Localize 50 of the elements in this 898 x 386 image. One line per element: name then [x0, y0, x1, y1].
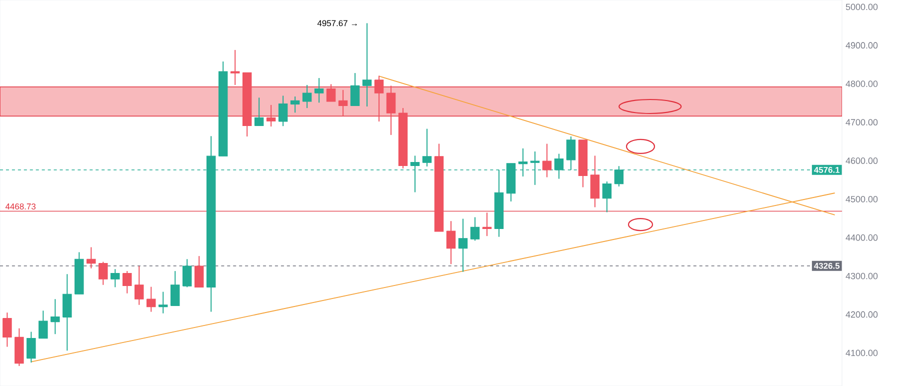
candlestick [230, 49, 240, 86]
y-tick-label: 4700.00 [846, 119, 878, 126]
ref-line-label: 4326.5 [814, 262, 840, 269]
annotation: 4957.67 → [317, 20, 357, 26]
candlestick [350, 72, 360, 106]
y-tick-label: 4600.00 [846, 158, 878, 164]
candlestick [38, 310, 48, 339]
candlestick [338, 89, 348, 117]
candlestick [26, 331, 36, 364]
candlestick [374, 75, 384, 122]
candlestick [326, 84, 336, 102]
candlestick [122, 270, 132, 294]
candlestick [86, 246, 96, 269]
candlestick [470, 216, 480, 242]
y-tick-label: 4400.00 [846, 234, 878, 241]
y-tick-label: 4900.00 [846, 42, 878, 49]
y-tick-label: 4800.00 [846, 80, 878, 87]
candlestick [542, 143, 552, 178]
candlestick [386, 85, 396, 136]
y-tick-label: 4300.00 [846, 272, 878, 280]
candlestick [266, 104, 276, 127]
candlestick [182, 258, 192, 288]
candlestick [110, 268, 120, 288]
candlestick [194, 256, 204, 288]
candlestick [62, 274, 72, 352]
candlestick [158, 291, 168, 314]
y-tick-label: 5000.00 [846, 4, 878, 10]
candlestick [50, 298, 60, 335]
candlestick [458, 218, 468, 272]
candlestick [278, 95, 288, 127]
ref-line-label: 4576.1 [814, 166, 840, 173]
candlestick [98, 261, 108, 286]
candlestick [446, 220, 456, 265]
candlestick [170, 270, 180, 306]
candlestick [314, 78, 324, 104]
candlestick [422, 128, 432, 167]
candlestick [602, 180, 612, 213]
y-tick-label: 4200.00 [846, 311, 878, 318]
candlestick [362, 22, 372, 107]
y-tick-label: 4100.00 [846, 350, 878, 356]
candlestick [590, 155, 600, 208]
candlestick [482, 212, 492, 237]
candlestick [2, 312, 12, 348]
ref-line-label: 4468.73 [5, 203, 36, 210]
candlestick [134, 266, 144, 306]
candlestick [290, 96, 300, 114]
candlestick [146, 286, 156, 312]
candlestick [254, 97, 264, 126]
y-tick-label: 4500.00 [846, 196, 878, 202]
candlestick [302, 84, 312, 109]
